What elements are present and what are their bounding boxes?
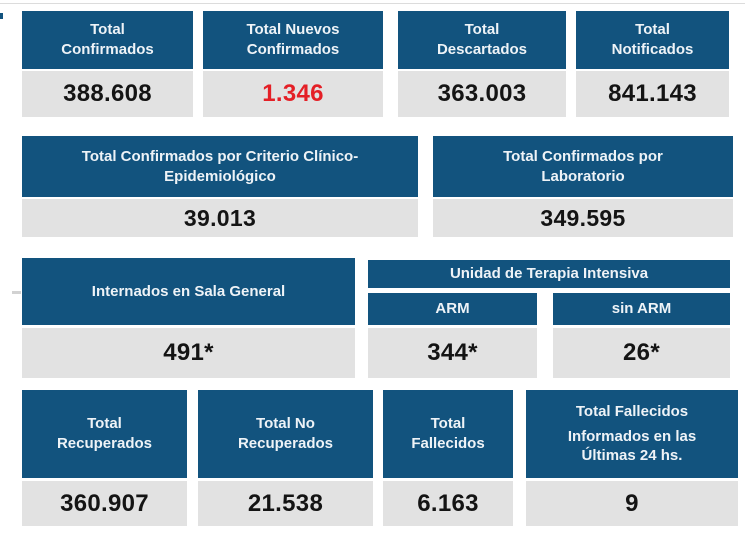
fallecidos-24hs-card-value: 9 [526, 481, 738, 526]
uti-arm-card-header: ARM [368, 293, 537, 325]
total-recuperados-card-header: Total Recuperados [22, 390, 187, 478]
cropped-card-fragment [0, 13, 3, 19]
total-nuevos-confirmados-card-header: Total Nuevos Confirmados [203, 11, 383, 69]
confirmados-laboratorio-card-value: 349.595 [433, 199, 733, 237]
total-confirmados-card-value: 388.608 [22, 71, 193, 117]
fallecidos-24hs-header-line1: Total Fallecidos [575, 402, 689, 420]
internados-sala-general-card-value: 491* [22, 328, 355, 378]
fallecidos-24hs-header-line2: Informados en las Últimas 24 hs. [567, 427, 697, 465]
tick-mark-artifact [12, 291, 21, 294]
uti-arm-card-value: 344* [368, 328, 537, 378]
total-no-recuperados-card-value: 21.538 [198, 481, 373, 526]
total-notificados-card-value: 841.143 [576, 71, 729, 117]
total-fallecidos-card-value: 6.163 [383, 481, 513, 526]
top-divider-line [0, 3, 745, 4]
total-recuperados-card-value: 360.907 [22, 481, 187, 526]
uti-sin-arm-card-header: sin ARM [553, 293, 730, 325]
total-fallecidos-card-header: Total Fallecidos [383, 390, 513, 478]
confirmados-criterio-clinico-card-value: 39.013 [22, 199, 418, 237]
total-no-recuperados-card-header: Total No Recuperados [198, 390, 373, 478]
confirmados-criterio-clinico-card-header: Total Confirmados por Criterio Clínico- … [22, 136, 418, 197]
total-nuevos-confirmados-card-value: 1.346 [203, 71, 383, 117]
total-descartados-card-value: 363.003 [398, 71, 566, 117]
total-descartados-card-header: Total Descartados [398, 11, 566, 69]
uti-section-header: Unidad de Terapia Intensiva [368, 260, 730, 288]
internados-sala-general-card-header: Internados en Sala General [22, 258, 355, 325]
confirmados-laboratorio-card-header: Total Confirmados por Laboratorio [433, 136, 733, 197]
uti-sin-arm-card-value: 26* [553, 328, 730, 378]
fallecidos-24hs-card-header: Total Fallecidos Informados en las Últim… [526, 390, 738, 478]
total-notificados-card-header: Total Notificados [576, 11, 729, 69]
total-confirmados-card-header: Total Confirmados [22, 11, 193, 69]
